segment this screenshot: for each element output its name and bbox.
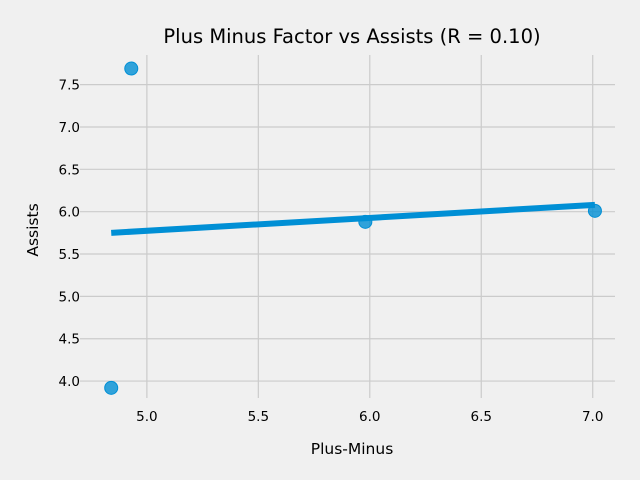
x-tick-label: 5.0 [136, 409, 157, 425]
y-tick-labels: 4.0 4.5 5.0 5.5 6.0 6.5 7.0 7.5 [59, 78, 80, 390]
scatter-point [358, 214, 373, 229]
regression-line [111, 201, 596, 236]
x-tick-label: 6.5 [471, 409, 492, 425]
scatter-point [104, 380, 119, 395]
x-tick-labels: 5.0 5.5 6.0 6.5 7.0 [136, 409, 603, 425]
x-tick-label: 6.0 [359, 409, 380, 425]
y-tick-label: 6.5 [59, 162, 80, 178]
y-tick-label: 5.5 [59, 247, 80, 263]
y-axis-label: Assists [24, 203, 42, 256]
scatter-point [124, 61, 139, 76]
y-tick-label: 5.0 [59, 289, 80, 305]
scatter-points-layer [104, 61, 602, 395]
y-tick-label: 4.0 [59, 374, 80, 390]
x-tick-label: 7.0 [582, 409, 603, 425]
y-tick-label: 6.0 [59, 205, 80, 221]
x-tick-label: 5.5 [248, 409, 269, 425]
chart-title: Plus Minus Factor vs Assists (R = 0.10) [163, 25, 540, 48]
y-tick-label: 7.0 [59, 120, 80, 136]
scatter-point [587, 203, 602, 218]
x-axis-label: Plus-Minus [311, 440, 394, 458]
regression-line-layer [111, 201, 596, 236]
y-tick-label: 4.5 [59, 332, 80, 348]
y-tick-label: 7.5 [59, 78, 80, 94]
